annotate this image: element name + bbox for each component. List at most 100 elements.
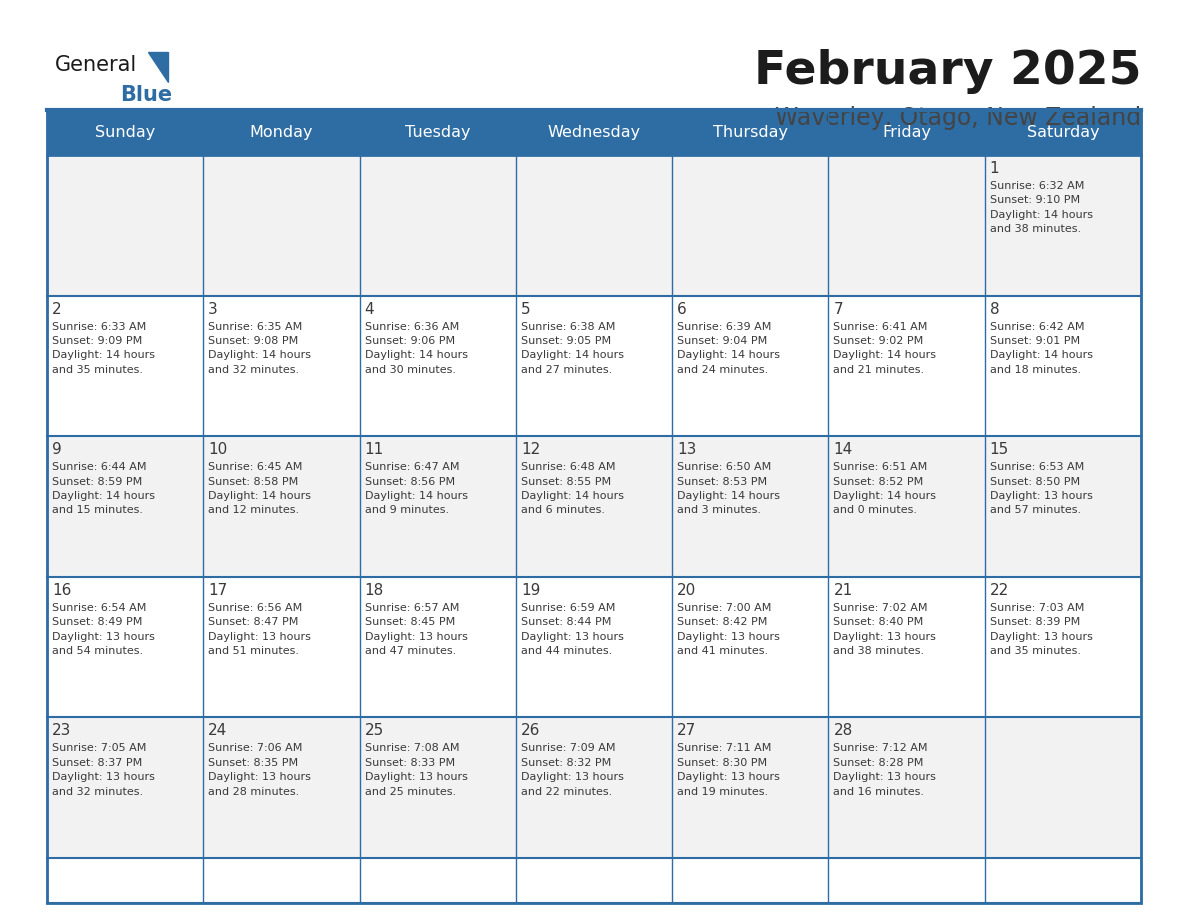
Text: 7: 7	[834, 302, 843, 317]
FancyBboxPatch shape	[360, 717, 516, 858]
Text: Sunrise: 7:06 AM
Sunset: 8:35 PM
Daylight: 13 hours
and 28 minutes.: Sunrise: 7:06 AM Sunset: 8:35 PM Dayligh…	[208, 744, 311, 797]
Text: Sunrise: 6:56 AM
Sunset: 8:47 PM
Daylight: 13 hours
and 51 minutes.: Sunrise: 6:56 AM Sunset: 8:47 PM Dayligh…	[208, 603, 311, 656]
FancyBboxPatch shape	[985, 436, 1140, 577]
Text: 13: 13	[677, 442, 696, 457]
Text: 21: 21	[834, 583, 853, 598]
Text: 27: 27	[677, 723, 696, 738]
Text: Sunrise: 7:03 AM
Sunset: 8:39 PM
Daylight: 13 hours
and 35 minutes.: Sunrise: 7:03 AM Sunset: 8:39 PM Dayligh…	[990, 603, 1093, 656]
Text: Sunrise: 6:41 AM
Sunset: 9:02 PM
Daylight: 14 hours
and 21 minutes.: Sunrise: 6:41 AM Sunset: 9:02 PM Dayligh…	[834, 321, 936, 375]
Text: 16: 16	[52, 583, 71, 598]
FancyBboxPatch shape	[203, 436, 360, 577]
Text: 23: 23	[52, 723, 71, 738]
FancyBboxPatch shape	[828, 436, 985, 577]
Text: Sunrise: 6:42 AM
Sunset: 9:01 PM
Daylight: 14 hours
and 18 minutes.: Sunrise: 6:42 AM Sunset: 9:01 PM Dayligh…	[990, 321, 1093, 375]
FancyBboxPatch shape	[828, 717, 985, 858]
Text: Wednesday: Wednesday	[548, 125, 640, 140]
FancyBboxPatch shape	[203, 717, 360, 858]
Text: 2: 2	[52, 302, 62, 317]
Polygon shape	[148, 52, 168, 82]
FancyBboxPatch shape	[516, 110, 672, 155]
Text: 14: 14	[834, 442, 853, 457]
FancyBboxPatch shape	[360, 436, 516, 577]
Text: Sunrise: 6:38 AM
Sunset: 9:05 PM
Daylight: 14 hours
and 27 minutes.: Sunrise: 6:38 AM Sunset: 9:05 PM Dayligh…	[520, 321, 624, 375]
FancyBboxPatch shape	[828, 296, 985, 436]
Text: 3: 3	[208, 302, 219, 317]
Text: Sunrise: 6:54 AM
Sunset: 8:49 PM
Daylight: 13 hours
and 54 minutes.: Sunrise: 6:54 AM Sunset: 8:49 PM Dayligh…	[52, 603, 154, 656]
FancyBboxPatch shape	[672, 436, 828, 577]
FancyBboxPatch shape	[985, 110, 1140, 155]
Text: 4: 4	[365, 302, 374, 317]
Text: Sunrise: 6:47 AM
Sunset: 8:56 PM
Daylight: 14 hours
and 9 minutes.: Sunrise: 6:47 AM Sunset: 8:56 PM Dayligh…	[365, 462, 468, 515]
FancyBboxPatch shape	[360, 155, 516, 296]
Text: Sunrise: 6:39 AM
Sunset: 9:04 PM
Daylight: 14 hours
and 24 minutes.: Sunrise: 6:39 AM Sunset: 9:04 PM Dayligh…	[677, 321, 781, 375]
Text: Sunrise: 6:36 AM
Sunset: 9:06 PM
Daylight: 14 hours
and 30 minutes.: Sunrise: 6:36 AM Sunset: 9:06 PM Dayligh…	[365, 321, 468, 375]
FancyBboxPatch shape	[985, 717, 1140, 858]
Text: Friday: Friday	[881, 125, 931, 140]
FancyBboxPatch shape	[828, 155, 985, 296]
Text: Sunrise: 6:50 AM
Sunset: 8:53 PM
Daylight: 14 hours
and 3 minutes.: Sunrise: 6:50 AM Sunset: 8:53 PM Dayligh…	[677, 462, 781, 515]
Text: February 2025: February 2025	[753, 50, 1140, 95]
Text: 11: 11	[365, 442, 384, 457]
FancyBboxPatch shape	[516, 296, 672, 436]
Text: 17: 17	[208, 583, 228, 598]
Text: Sunrise: 6:57 AM
Sunset: 8:45 PM
Daylight: 13 hours
and 47 minutes.: Sunrise: 6:57 AM Sunset: 8:45 PM Dayligh…	[365, 603, 467, 656]
Text: Sunrise: 6:53 AM
Sunset: 8:50 PM
Daylight: 13 hours
and 57 minutes.: Sunrise: 6:53 AM Sunset: 8:50 PM Dayligh…	[990, 462, 1093, 515]
FancyBboxPatch shape	[516, 155, 672, 296]
Text: 22: 22	[990, 583, 1009, 598]
FancyBboxPatch shape	[48, 155, 203, 296]
Text: 28: 28	[834, 723, 853, 738]
FancyBboxPatch shape	[48, 436, 203, 577]
Text: Thursday: Thursday	[713, 125, 788, 140]
FancyBboxPatch shape	[672, 110, 828, 155]
Text: 15: 15	[990, 442, 1009, 457]
Text: Monday: Monday	[249, 125, 314, 140]
FancyBboxPatch shape	[360, 577, 516, 717]
Text: 5: 5	[520, 302, 531, 317]
Text: Sunrise: 7:11 AM
Sunset: 8:30 PM
Daylight: 13 hours
and 19 minutes.: Sunrise: 7:11 AM Sunset: 8:30 PM Dayligh…	[677, 744, 781, 797]
FancyBboxPatch shape	[985, 296, 1140, 436]
Text: Waverley, Otago, New Zealand: Waverley, Otago, New Zealand	[775, 106, 1140, 130]
FancyBboxPatch shape	[203, 155, 360, 296]
FancyBboxPatch shape	[985, 155, 1140, 296]
Text: Sunrise: 7:02 AM
Sunset: 8:40 PM
Daylight: 13 hours
and 38 minutes.: Sunrise: 7:02 AM Sunset: 8:40 PM Dayligh…	[834, 603, 936, 656]
FancyBboxPatch shape	[516, 717, 672, 858]
Text: Sunrise: 6:59 AM
Sunset: 8:44 PM
Daylight: 13 hours
and 44 minutes.: Sunrise: 6:59 AM Sunset: 8:44 PM Dayligh…	[520, 603, 624, 656]
Text: 20: 20	[677, 583, 696, 598]
FancyBboxPatch shape	[828, 110, 985, 155]
Text: 6: 6	[677, 302, 687, 317]
Text: Sunrise: 6:44 AM
Sunset: 8:59 PM
Daylight: 14 hours
and 15 minutes.: Sunrise: 6:44 AM Sunset: 8:59 PM Dayligh…	[52, 462, 154, 515]
Text: 8: 8	[990, 302, 999, 317]
FancyBboxPatch shape	[828, 577, 985, 717]
Text: General: General	[55, 55, 138, 75]
Text: Saturday: Saturday	[1026, 125, 1099, 140]
FancyBboxPatch shape	[48, 110, 203, 155]
Text: Tuesday: Tuesday	[405, 125, 470, 140]
FancyBboxPatch shape	[672, 296, 828, 436]
Text: Sunday: Sunday	[95, 125, 156, 140]
Text: Sunrise: 7:09 AM
Sunset: 8:32 PM
Daylight: 13 hours
and 22 minutes.: Sunrise: 7:09 AM Sunset: 8:32 PM Dayligh…	[520, 744, 624, 797]
Text: Sunrise: 6:51 AM
Sunset: 8:52 PM
Daylight: 14 hours
and 0 minutes.: Sunrise: 6:51 AM Sunset: 8:52 PM Dayligh…	[834, 462, 936, 515]
FancyBboxPatch shape	[203, 577, 360, 717]
FancyBboxPatch shape	[672, 155, 828, 296]
FancyBboxPatch shape	[48, 577, 203, 717]
Text: 24: 24	[208, 723, 228, 738]
FancyBboxPatch shape	[360, 296, 516, 436]
Text: Sunrise: 6:32 AM
Sunset: 9:10 PM
Daylight: 14 hours
and 38 minutes.: Sunrise: 6:32 AM Sunset: 9:10 PM Dayligh…	[990, 181, 1093, 234]
Text: Sunrise: 6:45 AM
Sunset: 8:58 PM
Daylight: 14 hours
and 12 minutes.: Sunrise: 6:45 AM Sunset: 8:58 PM Dayligh…	[208, 462, 311, 515]
FancyBboxPatch shape	[985, 577, 1140, 717]
Text: Sunrise: 6:35 AM
Sunset: 9:08 PM
Daylight: 14 hours
and 32 minutes.: Sunrise: 6:35 AM Sunset: 9:08 PM Dayligh…	[208, 321, 311, 375]
Text: 18: 18	[365, 583, 384, 598]
FancyBboxPatch shape	[516, 436, 672, 577]
FancyBboxPatch shape	[203, 296, 360, 436]
Text: 12: 12	[520, 442, 541, 457]
Text: Sunrise: 7:00 AM
Sunset: 8:42 PM
Daylight: 13 hours
and 41 minutes.: Sunrise: 7:00 AM Sunset: 8:42 PM Dayligh…	[677, 603, 781, 656]
Text: Blue: Blue	[120, 85, 172, 105]
Text: 10: 10	[208, 442, 228, 457]
FancyBboxPatch shape	[48, 296, 203, 436]
Text: Sunrise: 6:33 AM
Sunset: 9:09 PM
Daylight: 14 hours
and 35 minutes.: Sunrise: 6:33 AM Sunset: 9:09 PM Dayligh…	[52, 321, 154, 375]
Text: Sunrise: 6:48 AM
Sunset: 8:55 PM
Daylight: 14 hours
and 6 minutes.: Sunrise: 6:48 AM Sunset: 8:55 PM Dayligh…	[520, 462, 624, 515]
FancyBboxPatch shape	[203, 110, 360, 155]
FancyBboxPatch shape	[360, 110, 516, 155]
Text: 9: 9	[52, 442, 62, 457]
FancyBboxPatch shape	[516, 577, 672, 717]
